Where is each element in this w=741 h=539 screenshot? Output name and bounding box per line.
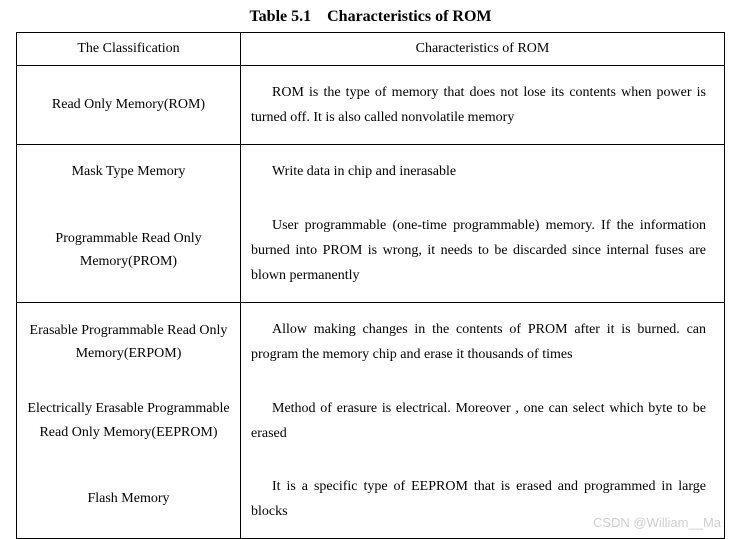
cell-classification: Electrically Erasable Programmable Read … (17, 382, 241, 460)
table-header-row: The Classification Characteristics of RO… (17, 33, 725, 66)
column-header-characteristics: Characteristics of ROM (241, 33, 725, 66)
table-row: Read Only Memory(ROM) ROM is the type of… (17, 66, 725, 145)
table-row: Erasable Programmable Read Only Memory(E… (17, 303, 725, 382)
cell-characteristics: Method of erasure is electrical. Moreove… (241, 382, 725, 460)
cell-characteristics: Write data in chip and inerasable (241, 145, 725, 199)
cell-classification: Mask Type Memory (17, 145, 241, 199)
table-title: Table 5.1 Characteristics of ROM (16, 8, 725, 26)
cell-classification: Programmable Read Only Memory(PROM) (17, 199, 241, 303)
column-header-classification: The Classification (17, 33, 241, 66)
cell-characteristics: ROM is the type of memory that does not … (241, 66, 725, 145)
watermark: CSDN @William__Ma (593, 515, 721, 530)
cell-classification: Read Only Memory(ROM) (17, 66, 241, 145)
cell-characteristics: Allow making changes in the contents of … (241, 303, 725, 382)
rom-characteristics-table: The Classification Characteristics of RO… (16, 32, 725, 539)
table-row: Electrically Erasable Programmable Read … (17, 382, 725, 460)
cell-characteristics: User programmable (one-time programmable… (241, 199, 725, 303)
table-row: Programmable Read Only Memory(PROM) User… (17, 199, 725, 303)
cell-classification: Flash Memory (17, 460, 241, 539)
cell-classification: Erasable Programmable Read Only Memory(E… (17, 303, 241, 382)
table-row: Mask Type Memory Write data in chip and … (17, 145, 725, 199)
